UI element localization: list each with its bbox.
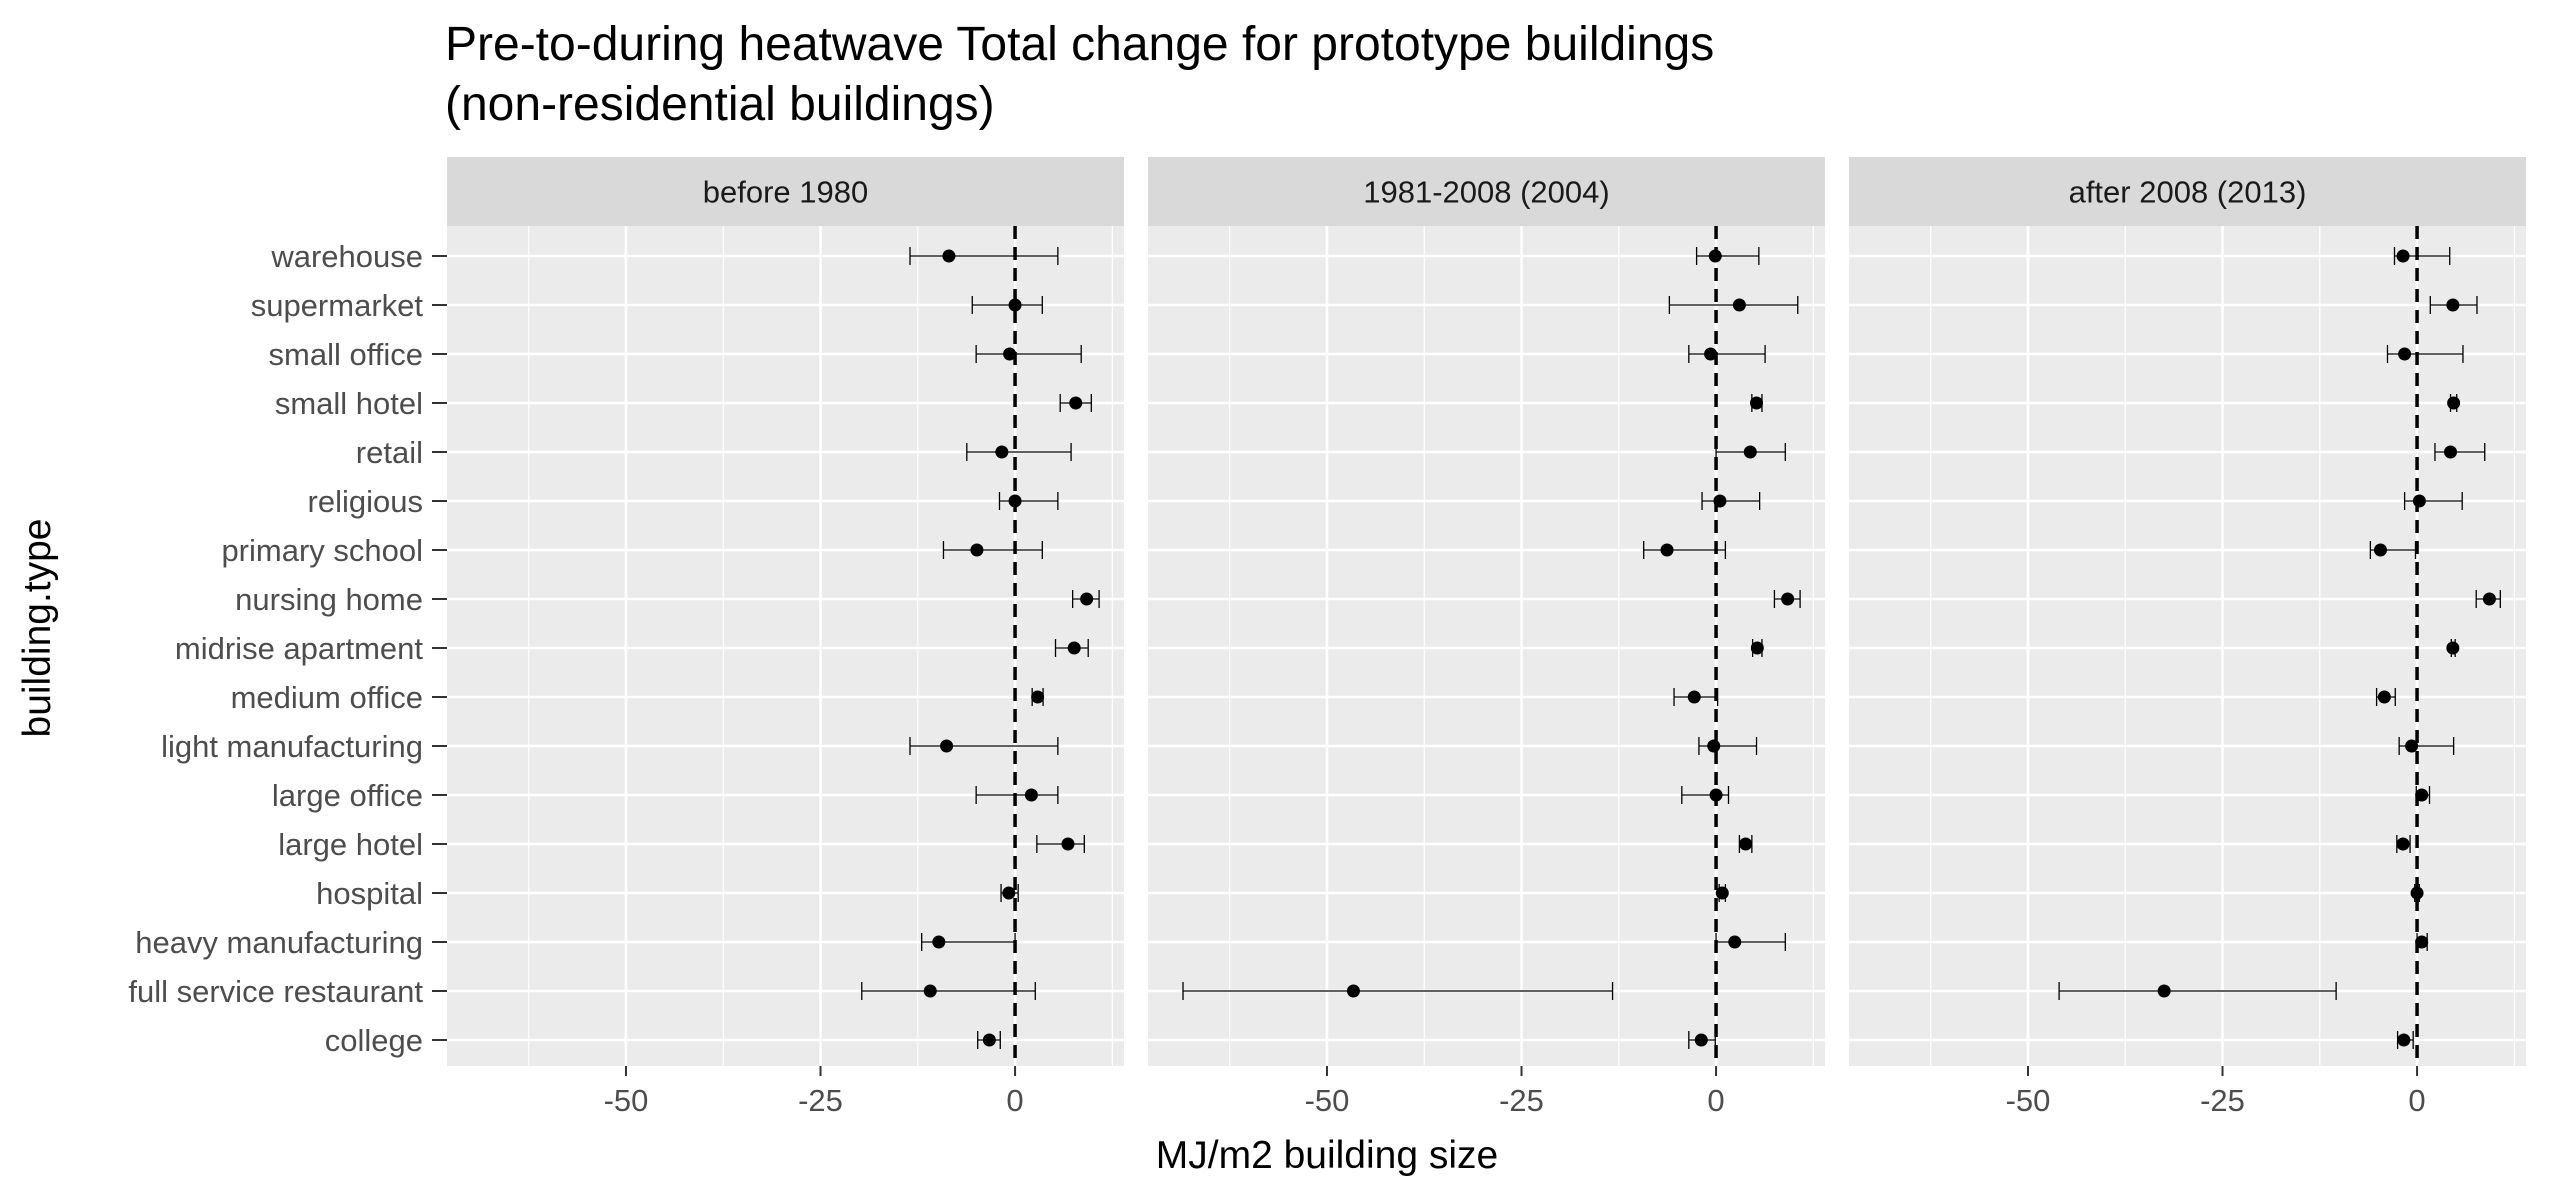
strip-label: 1981-2008 (2004)	[1363, 175, 1609, 210]
strip-label: after 2008 (2013)	[2069, 175, 2307, 210]
data-point	[982, 1033, 996, 1047]
x-tick-label: -25	[798, 1083, 843, 1118]
y-tick-label: large hotel	[278, 827, 423, 862]
x-tick-label: -50	[1305, 1083, 1350, 1118]
data-point	[2447, 396, 2461, 410]
x-tick-label: -25	[2200, 1083, 2245, 1118]
data-point	[1750, 641, 1764, 655]
data-point	[2397, 1033, 2411, 1047]
data-point	[1346, 984, 1360, 998]
data-point	[1732, 298, 1746, 312]
data-point	[1024, 788, 1038, 802]
data-point	[2415, 788, 2429, 802]
y-tick-label: midrise apartment	[175, 631, 423, 666]
y-tick-label: warehouse	[270, 239, 423, 274]
facet-panel: after 2008 (2013) -50 -25 0	[1849, 157, 2526, 1118]
data-point	[1069, 396, 1083, 410]
data-point	[1715, 886, 1729, 900]
y-tick-label: college	[325, 1023, 423, 1058]
data-point	[2415, 935, 2429, 949]
data-point	[1739, 837, 1753, 851]
y-tick-label: retail	[356, 435, 423, 470]
y-tick-label: heavy manufacturing	[135, 925, 423, 960]
strip-background	[1849, 157, 2526, 226]
x-tick-label: -25	[1499, 1083, 1544, 1118]
data-point	[2412, 494, 2426, 508]
data-point	[940, 739, 954, 753]
data-point	[1061, 837, 1075, 851]
facet-panel: before 1980 -50 -25 0	[447, 157, 1124, 1118]
x-axis-title: MJ/m2 building size	[1156, 1134, 1498, 1177]
data-point	[2377, 690, 2391, 704]
data-point	[2482, 592, 2496, 606]
data-point	[1067, 641, 1081, 655]
panel-background	[1849, 226, 2526, 1066]
data-point	[2373, 543, 2387, 557]
data-point	[2444, 445, 2458, 459]
x-tick-label: 0	[2408, 1083, 2425, 1118]
data-point	[942, 249, 956, 263]
y-tick-label: nursing home	[235, 582, 423, 617]
y-tick-label: small hotel	[275, 386, 423, 421]
data-point	[923, 984, 937, 998]
data-point	[1713, 494, 1727, 508]
chart-title-line-1: Pre-to-during heatwave Total change for …	[445, 18, 1714, 71]
data-point	[970, 543, 984, 557]
y-tick-label: full service restaurant	[128, 974, 423, 1009]
strip-background	[447, 157, 1124, 226]
data-point	[1708, 249, 1722, 263]
data-point	[2410, 886, 2424, 900]
data-point	[1709, 788, 1723, 802]
y-tick-label: supermarket	[251, 288, 424, 323]
y-tick-label: primary school	[221, 533, 423, 568]
strip-label: before 1980	[703, 175, 868, 210]
data-point	[2396, 249, 2410, 263]
x-tick-label: 0	[1707, 1083, 1724, 1118]
panel-background	[1148, 226, 1825, 1066]
data-point	[1750, 396, 1764, 410]
x-tick-label: 0	[1006, 1083, 1023, 1118]
data-point	[1781, 592, 1795, 606]
data-point	[1031, 690, 1045, 704]
data-point	[1707, 739, 1721, 753]
panel-background	[447, 226, 1124, 1066]
y-tick-label: large office	[272, 778, 423, 813]
data-point	[1660, 543, 1674, 557]
data-point	[2405, 739, 2419, 753]
data-point	[2446, 298, 2460, 312]
x-tick-label: -50	[2006, 1083, 2051, 1118]
y-tick-label: small office	[269, 337, 424, 372]
data-point	[2446, 641, 2460, 655]
data-point	[2157, 984, 2171, 998]
y-tick-label: religious	[308, 484, 423, 519]
data-point	[1008, 494, 1022, 508]
data-point	[2398, 347, 2412, 361]
facet-panel: 1981-2008 (2004) -50 -25 0	[1148, 157, 1825, 1118]
chart-title-line-2: (non-residential buildings)	[445, 78, 995, 131]
data-point	[1743, 445, 1757, 459]
data-point	[1008, 298, 1022, 312]
data-point	[932, 935, 946, 949]
y-axis-title: building.type	[16, 519, 59, 738]
data-point	[995, 445, 1009, 459]
y-axis: warehouse supermarket small office small ho…	[128, 239, 447, 1058]
data-point	[1728, 935, 1742, 949]
data-point	[1003, 347, 1017, 361]
facet-panels: before 1980 -50 -25 0 1981-2008 (2004) -50 -25…	[447, 157, 2526, 1118]
y-tick-label: hospital	[316, 876, 423, 911]
data-point	[1704, 347, 1718, 361]
data-point	[1687, 690, 1701, 704]
y-tick-label: light manufacturing	[161, 729, 423, 764]
data-point	[1694, 1033, 1708, 1047]
y-tick-label: medium office	[231, 680, 423, 715]
data-point	[1002, 886, 1016, 900]
data-point	[1080, 592, 1094, 606]
x-tick-label: -50	[604, 1083, 649, 1118]
data-point	[2396, 837, 2410, 851]
strip-background	[1148, 157, 1825, 226]
